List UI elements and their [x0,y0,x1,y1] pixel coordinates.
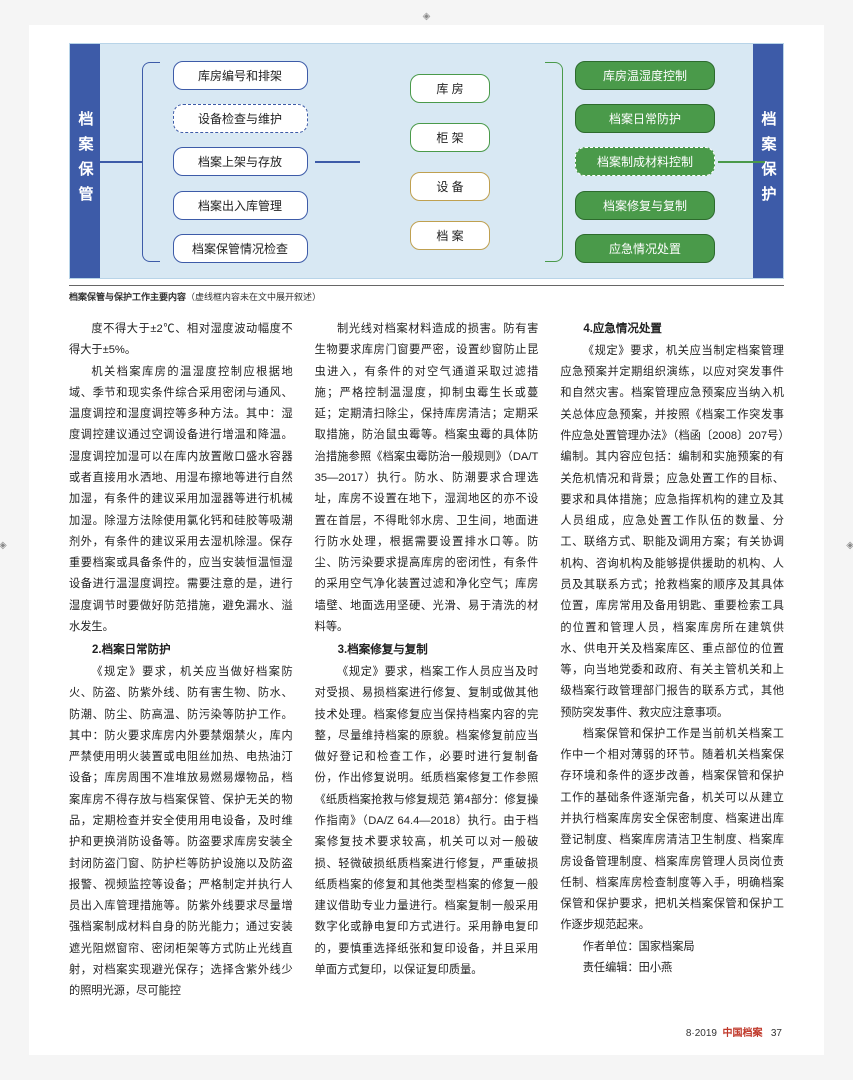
page-footer: 8·2019 中国档案 37 [686,1024,782,1039]
page: ◈ ◈ ◈ 档案保管 档案保护 库房编号和排架 设备检查与维护 档案上架与存放 … [29,25,824,1055]
diagram-left-label: 档案保管 [70,44,100,278]
crop-mark: ◈ [423,11,431,22]
diagram-col1: 库房编号和排架 设备检查与维护 档案上架与存放 档案出入库管理 档案保管情况检查 [165,54,315,270]
para: 《规定》要求，机关应当做好档案防火、防盗、防紫外线、防有害生物、防水、防潮、防尘… [69,662,293,1003]
para: 《规定》要求，档案工作人员应当及时对受损、易损档案进行修复、复制或做其他技术处理… [315,662,539,981]
box: 库房温湿度控制 [575,61,715,90]
box: 档案保管情况检查 [173,234,308,263]
diagram: 档案保管 档案保护 库房编号和排架 设备检查与维护 档案上架与存放 档案出入库管… [69,43,784,279]
box: 柜 架 [410,123,490,152]
diagram-caption: 档案保管与保护工作主要内容（虚线框内容未在文中展开叙述） [69,285,784,303]
box: 档案制成材料控制 [575,147,715,176]
magazine: 中国档案 [723,1028,763,1039]
para: 机关档案库房的温湿度控制应根据地域、季节和现实条件综合采用密闭与通风、温度调控和… [69,362,293,639]
para: 制光线对档案材料造成的损害。防有害生物要求库房门窗要严密，设置纱窗防止昆虫进入，… [315,319,539,638]
box: 库房编号和排架 [173,61,308,90]
heading: 4.应急情况处置 [560,319,784,341]
crop-mark: ◈ [846,540,853,551]
crop-mark: ◈ [0,540,7,551]
body-text: 度不得大于±2℃、相对湿度波动幅度不得大于±5%。 机关档案库房的温湿度控制应根… [69,319,784,1003]
editor: 责任编辑：田小燕 [560,958,784,979]
diagram-col3: 库房温湿度控制 档案日常防护 档案制成材料控制 档案修复与复制 应急情况处置 [570,54,720,270]
heading: 2.档案日常防护 [69,640,293,662]
para: 度不得大于±2℃、相对湿度波动幅度不得大于±5%。 [69,319,293,362]
issue: 8·2019 [686,1028,717,1039]
box: 库 房 [410,74,490,103]
heading: 3.档案修复与复制 [315,640,539,662]
para: 档案保管和保护工作是当前机关档案工作中一个相对薄弱的环节。随着机关档案保存环境和… [560,724,784,937]
page-number: 37 [771,1028,782,1039]
box: 档案修复与复制 [575,191,715,220]
box: 档案出入库管理 [173,191,308,220]
para: 《规定》要求，机关应当制定档案管理应急预案并定期组织演练，以应对突发事件和自然灾… [560,341,784,724]
box: 档 案 [410,221,490,250]
box: 档案日常防护 [575,104,715,133]
box: 设 备 [410,172,490,201]
box: 应急情况处置 [575,234,715,263]
box: 档案上架与存放 [173,147,308,176]
box: 设备检查与维护 [173,104,308,133]
author-unit: 作者单位：国家档案局 [560,937,784,958]
diagram-col2: 库 房 柜 架 设 备 档 案 [405,64,495,260]
